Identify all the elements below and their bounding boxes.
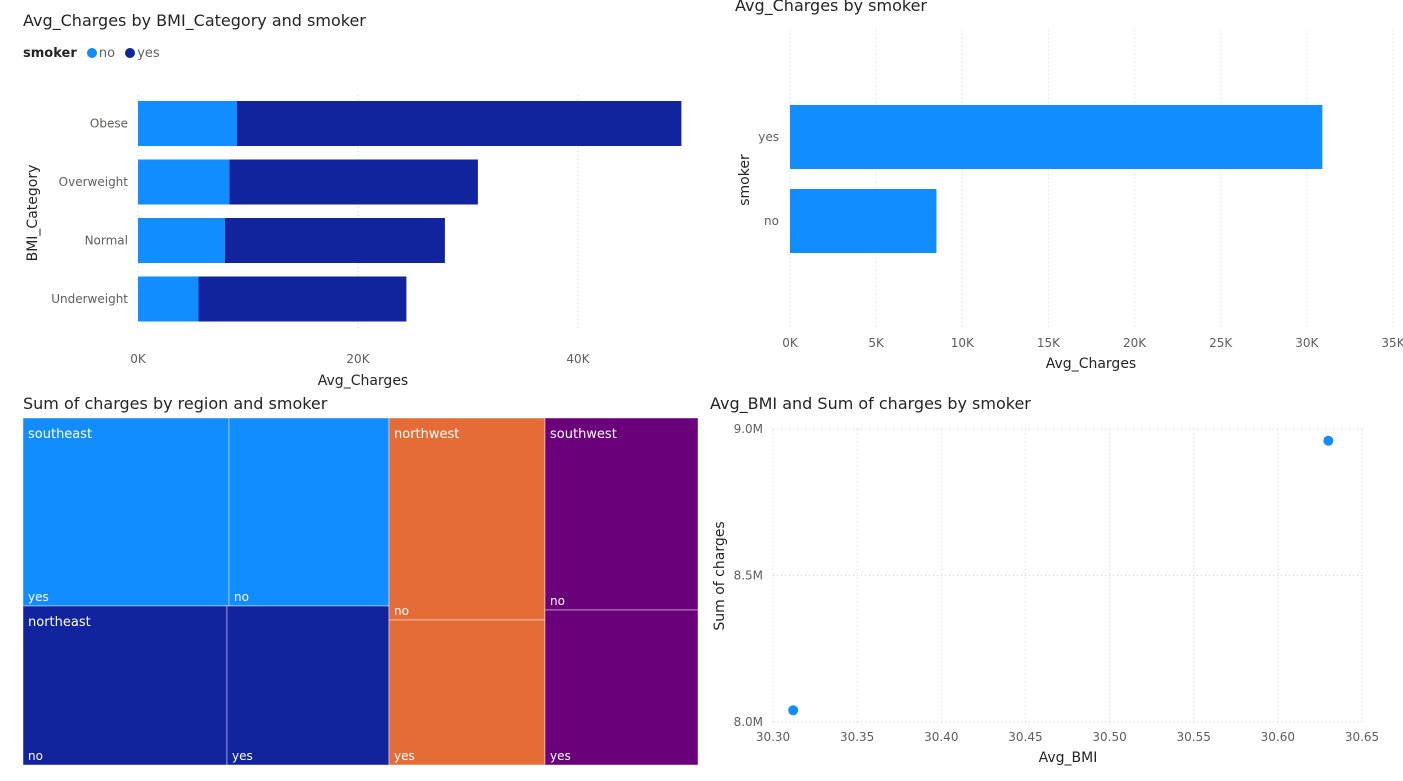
- smoker-x-tick-label: 30K: [1295, 336, 1319, 350]
- bmi-category-label: Underweight: [51, 292, 128, 306]
- scatter-x-tick-label: 30.45: [1008, 730, 1042, 744]
- bmi-x-axis-title: Avg_Charges: [318, 373, 408, 389]
- treemap-cell-label: yes: [28, 590, 49, 604]
- bmi-bar-no: [138, 101, 237, 146]
- scatter-point: [1323, 435, 1334, 446]
- treemap-cell-northeast-no: [22, 605, 228, 766]
- scatter-x-tick-label: 30.65: [1345, 730, 1379, 744]
- treemap-cell-label: no: [550, 594, 565, 608]
- treemap-cell-southeast-no: [228, 417, 390, 607]
- scatter-y-axis-title: Sum of charges: [712, 521, 728, 630]
- bmi-bar-no: [138, 276, 199, 322]
- scatter-x-axis-title: Avg_BMI: [1039, 750, 1098, 766]
- treemap-cell-southeast-yes: [22, 417, 230, 607]
- bmi-chart-legend: smoker no yes: [23, 46, 160, 61]
- bmi-category-label: Normal: [85, 234, 128, 248]
- treemap-cell-label: no: [28, 749, 43, 763]
- smoker-x-axis-title: Avg_Charges: [1046, 356, 1136, 372]
- legend-yes-marker: [125, 48, 136, 58]
- smoker-x-tick-label: 0K: [782, 336, 799, 350]
- bmi-chart-title: Avg_Charges by BMI_Category and smoker: [23, 11, 366, 30]
- bmi-bar-yes: [198, 276, 407, 322]
- smoker-y-axis-title: smoker: [737, 154, 753, 206]
- treemap-group-label-southeast: southeast: [28, 427, 92, 442]
- bmi-bar-yes: [224, 218, 445, 263]
- treemap-cell-label: no: [234, 590, 249, 604]
- region-chart-title: Sum of charges by region and smoker: [23, 394, 328, 413]
- scatter-x-tick-label: 30.40: [924, 730, 958, 744]
- scatter-x-tick-label: 30.55: [1177, 730, 1211, 744]
- scatter-y-tick-label: 9.0M: [734, 422, 763, 436]
- treemap-cell-label: yes: [394, 749, 415, 763]
- bmi-x-tick-label: 20K: [346, 352, 370, 366]
- smoker-x-tick-label: 15K: [1037, 336, 1061, 350]
- treemap-cell-label: yes: [550, 749, 571, 763]
- treemap-cell-southwest-no: [544, 417, 699, 611]
- scatter-x-tick-label: 30.35: [840, 730, 874, 744]
- legend-yes-label: yes: [137, 46, 160, 61]
- scatter-point: [788, 705, 799, 716]
- scatter-chart-title: Avg_BMI and Sum of charges by smoker: [710, 394, 1031, 413]
- smoker-x-tick-label: 25K: [1209, 336, 1233, 350]
- scatter-x-tick-label: 30.30: [756, 730, 790, 744]
- smoker-x-tick-label: 10K: [951, 336, 975, 350]
- bmi-x-tick-label: 0K: [130, 352, 147, 366]
- smoker-category-label: no: [764, 214, 779, 228]
- smoker-x-tick-label: 5K: [868, 336, 885, 350]
- smoker-x-tick-label: 35K: [1381, 336, 1403, 350]
- bmi-bar-no: [138, 218, 225, 263]
- scatter-y-tick-label: 8.5M: [734, 569, 763, 583]
- scatter-x-tick-label: 30.60: [1261, 730, 1295, 744]
- scatter-x-tick-label: 30.50: [1092, 730, 1126, 744]
- bmi-bar-yes: [229, 159, 478, 205]
- bmi-bar-no: [138, 159, 230, 205]
- treemap-cell-northwest-no: [388, 417, 546, 621]
- legend-no-label: no: [98, 46, 116, 61]
- smoker-x-tick-label: 20K: [1123, 336, 1147, 350]
- bmi-category-label: Overweight: [59, 175, 129, 189]
- legend-no-marker: [86, 48, 97, 58]
- bmi-bar-yes: [237, 101, 682, 146]
- bmi-y-axis-title: BMI_Category: [25, 165, 41, 262]
- smoker-category-label: yes: [758, 130, 779, 144]
- treemap-cell-label: yes: [232, 749, 253, 763]
- bmi-x-tick-label: 40K: [566, 352, 590, 366]
- treemap-cell-northwest-yes: [388, 619, 546, 766]
- smoker-bar-no: [790, 189, 937, 253]
- scatter-y-tick-label: 8.0M: [734, 715, 763, 729]
- treemap-cell-southwest-yes: [544, 609, 699, 766]
- smoker-chart-title: Avg_Charges by smoker: [735, 0, 928, 15]
- treemap-group-label-southwest: southwest: [550, 427, 617, 442]
- treemap-group-label-northwest: northwest: [394, 427, 459, 442]
- legend-title: smoker: [23, 46, 77, 61]
- bmi-category-label: Obese: [90, 117, 128, 131]
- treemap-cell-northeast-yes: [226, 605, 390, 766]
- treemap-cell-label: no: [394, 604, 409, 618]
- smoker-bar-yes: [790, 105, 1323, 169]
- treemap-group-label-northeast: northeast: [28, 615, 91, 630]
